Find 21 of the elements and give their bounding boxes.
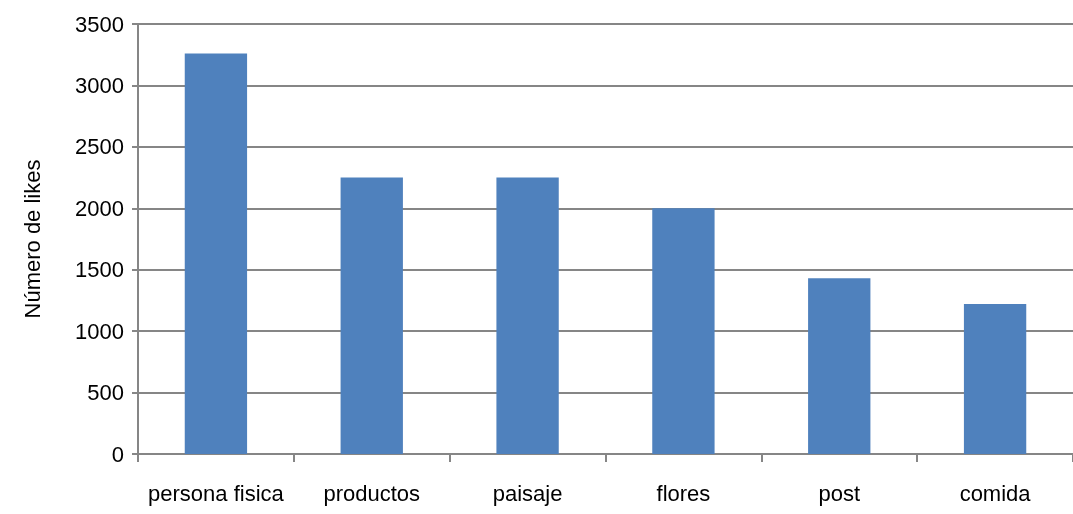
x-tick-label: comida xyxy=(959,480,1032,506)
bar xyxy=(184,53,248,454)
bar xyxy=(963,304,1027,454)
x-tick-label: flores xyxy=(656,480,711,506)
bar xyxy=(340,177,403,454)
y-tick-label: 500 xyxy=(87,380,124,406)
y-tick-label: 3000 xyxy=(75,72,124,98)
y-axis-title: Número de likes xyxy=(19,159,45,319)
x-tick-label: paisaje xyxy=(492,480,563,506)
x-tick-label: persona fisica xyxy=(148,480,285,506)
y-tick-label: 3500 xyxy=(75,11,124,37)
bar xyxy=(496,177,559,454)
y-tick-label: 1000 xyxy=(75,318,124,344)
y-tick-label: 0 xyxy=(111,441,124,467)
bar xyxy=(652,208,715,454)
x-tick-label: post xyxy=(818,480,861,506)
y-tick-label: 2000 xyxy=(75,195,124,221)
bar xyxy=(808,278,871,454)
x-tick-label: productos xyxy=(323,480,421,506)
y-tick-label: 2500 xyxy=(75,134,124,160)
y-tick-label: 1500 xyxy=(75,257,124,283)
